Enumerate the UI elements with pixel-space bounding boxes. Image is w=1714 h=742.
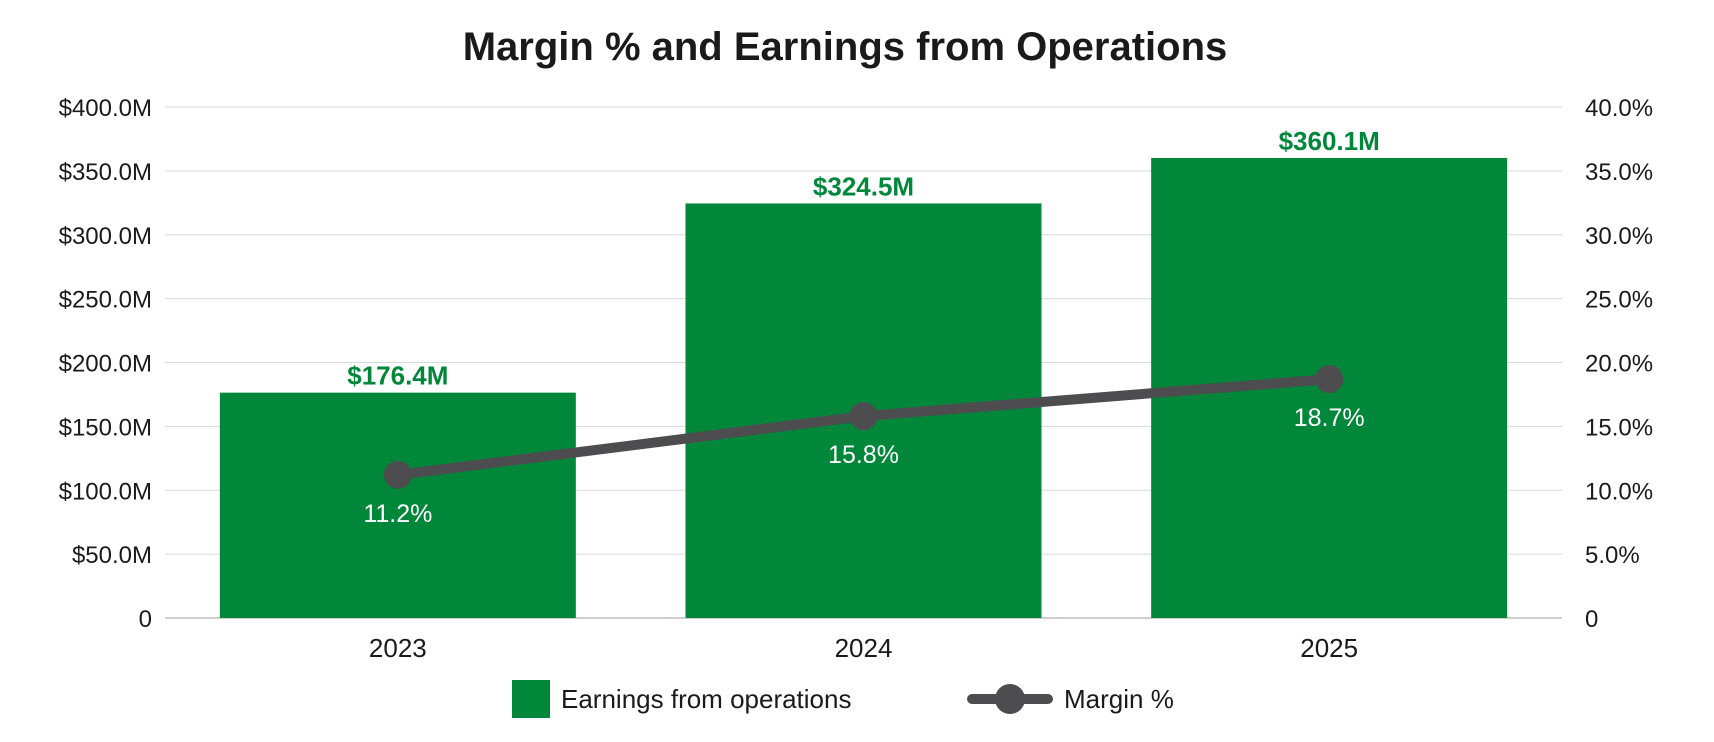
margin-marker: [383, 460, 412, 489]
bar-value-label: $176.4M: [347, 361, 448, 391]
bar: [219, 392, 576, 618]
right-tick-label: 15.0%: [1585, 414, 1653, 441]
right-axis: 0 5.0% 10.0% 15.0% 20.0% 25.0% 30.0% 35.0% 40.0%: [1585, 95, 1653, 633]
left-tick-label: $100.0M: [59, 478, 152, 505]
right-tick-label: 35.0%: [1585, 159, 1653, 186]
legend-label-earnings: Earnings from operations: [561, 684, 851, 714]
chart-title: Margin % and Earnings from Operations: [463, 25, 1228, 69]
legend-swatch-margin-marker: [995, 684, 1025, 714]
margin-marker: [1315, 365, 1344, 394]
bar-value-label: $360.1M: [1279, 126, 1380, 156]
legend: Earnings from operations Margin %: [512, 680, 1174, 718]
left-tick-label: $150.0M: [59, 414, 152, 441]
margin-value-label: 11.2%: [363, 500, 432, 528]
line-series: [383, 365, 1344, 489]
left-tick-label: $200.0M: [59, 351, 152, 378]
right-tick-label: 0: [1585, 606, 1598, 633]
left-tick-label: $300.0M: [59, 223, 152, 250]
right-tick-label: 30.0%: [1585, 223, 1653, 250]
right-tick-label: 25.0%: [1585, 287, 1653, 314]
left-tick-label: 0: [139, 606, 152, 633]
right-tick-label: 10.0%: [1585, 478, 1653, 505]
left-tick-label: $50.0M: [72, 542, 152, 569]
bar-labels: $176.4M $324.5M $360.1M: [347, 126, 1380, 391]
category-label: 2023: [369, 633, 427, 663]
bar-value-label: $324.5M: [813, 171, 914, 201]
legend-label-margin: Margin %: [1064, 684, 1174, 714]
right-tick-label: 20.0%: [1585, 351, 1653, 378]
category-label: 2025: [1300, 633, 1358, 663]
margin-value-label: 18.7%: [1294, 404, 1365, 432]
margin-value-label: 15.8%: [828, 441, 899, 469]
margin-marker: [849, 402, 878, 431]
right-tick-label: 5.0%: [1585, 542, 1640, 569]
left-tick-label: $250.0M: [59, 287, 152, 314]
margin-labels: 11.2% 15.8% 18.7%: [363, 404, 1364, 528]
right-tick-label: 40.0%: [1585, 95, 1653, 122]
left-axis: 0 $50.0M $100.0M $150.0M $200.0M $250.0M $300.…: [59, 95, 152, 633]
left-tick-label: $350.0M: [59, 159, 152, 186]
category-label: 2024: [835, 633, 893, 663]
category-axis: 2023 2024 2025: [369, 633, 1358, 663]
legend-swatch-earnings: [512, 680, 550, 718]
left-tick-label: $400.0M: [59, 95, 152, 122]
